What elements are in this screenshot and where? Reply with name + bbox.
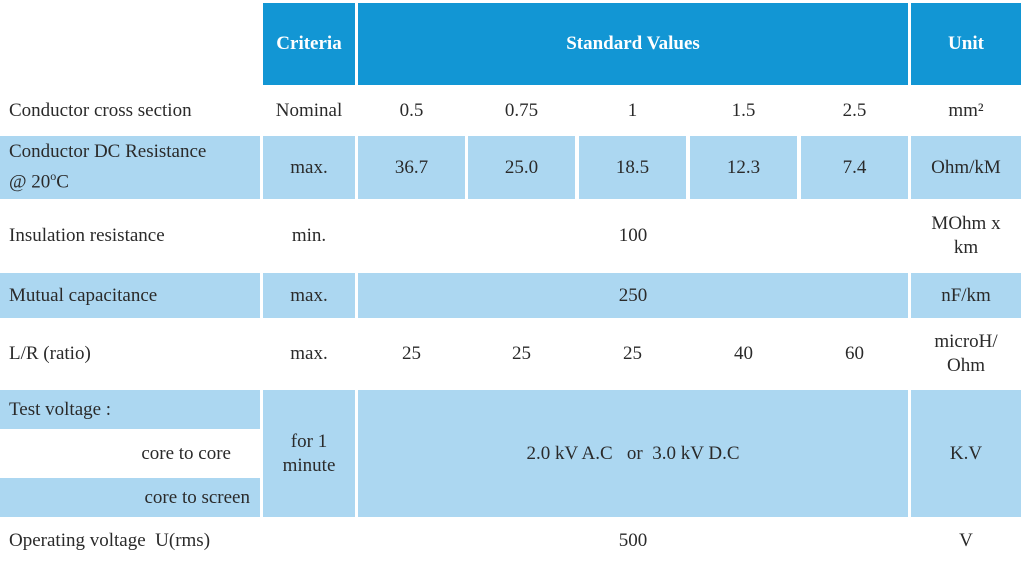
value-cross-section-1: 0.5 bbox=[399, 99, 424, 121]
value-insulation: 100 bbox=[618, 225, 648, 246]
criteria-insulation: min. bbox=[291, 225, 327, 246]
unit-insulation-line1: MOhm x bbox=[931, 213, 1001, 234]
value-lr-ratio-1: 25 bbox=[402, 342, 421, 364]
value-cross-section-5: 2.5 bbox=[842, 99, 867, 121]
value-cross-section-3: 1 bbox=[627, 99, 638, 121]
criteria-test-voltage-line1: for 1 bbox=[290, 430, 328, 452]
unit-dc-resistance: Ohm/kM bbox=[911, 136, 1021, 199]
unit-insulation: MOhm x km bbox=[911, 202, 1021, 270]
label-lr-ratio: L/R (ratio) bbox=[9, 342, 91, 364]
value-lr-ratio-3: 25 bbox=[623, 342, 642, 364]
value-cross-section-4: 1.5 bbox=[731, 99, 756, 121]
criteria-cross-section: Nominal bbox=[275, 99, 343, 121]
unit-test-voltage: K.V bbox=[911, 390, 1021, 517]
unit-insulation-line2: km bbox=[953, 237, 979, 258]
value-dc-resistance-3: 18.5 bbox=[579, 136, 686, 199]
label-operating-voltage: Operating voltage U(rms) bbox=[9, 530, 211, 551]
header-criteria: Criteria bbox=[263, 3, 355, 85]
value-cross-section-2: 0.75 bbox=[504, 99, 539, 121]
label-core-to-screen: core to screen bbox=[0, 478, 260, 517]
value-dc-resistance-2: 25.0 bbox=[468, 136, 575, 199]
unit-cross-section: mm² bbox=[948, 99, 984, 121]
unit-lr-ratio-line1: microH/ bbox=[934, 330, 998, 352]
criteria-lr-ratio: max. bbox=[290, 342, 328, 364]
value-lr-ratio-4: 40 bbox=[734, 342, 753, 364]
value-dc-resistance-4: 12.3 bbox=[690, 136, 797, 199]
header-standard-values: Standard Values bbox=[358, 3, 908, 85]
label-test-voltage: Test voltage : bbox=[0, 390, 260, 429]
label-cross-section: Conductor cross section bbox=[9, 99, 192, 121]
unit-operating-voltage: V bbox=[959, 530, 973, 551]
value-capacitance: 250 bbox=[358, 273, 908, 318]
value-lr-ratio-5: 60 bbox=[845, 342, 864, 364]
label-core-to-core: core to core bbox=[141, 442, 231, 464]
value-dc-resistance-5: 7.4 bbox=[801, 136, 908, 199]
label-dc-resistance: Conductor DC Resistance @ 20oC bbox=[0, 136, 260, 199]
label-insulation: Insulation resistance bbox=[9, 225, 165, 246]
value-test-voltage: 2.0 kV A.C or 3.0 kV D.C bbox=[358, 390, 908, 517]
criteria-dc-resistance: max. bbox=[263, 136, 355, 199]
criteria-test-voltage: for 1 minute bbox=[263, 390, 355, 517]
unit-lr-ratio: microH/ Ohm bbox=[911, 321, 1021, 386]
header-unit: Unit bbox=[911, 3, 1021, 85]
value-lr-ratio-2: 25 bbox=[512, 342, 531, 364]
label-capacitance: Mutual capacitance bbox=[0, 273, 260, 318]
unit-lr-ratio-line2: Ohm bbox=[946, 354, 985, 376]
value-dc-resistance-1: 36.7 bbox=[358, 136, 465, 199]
label-dc-resistance-line1: Conductor DC Resistance bbox=[9, 141, 207, 163]
criteria-test-voltage-line2: minute bbox=[282, 454, 336, 476]
criteria-capacitance: max. bbox=[263, 273, 355, 318]
value-operating-voltage: 500 bbox=[618, 530, 648, 551]
unit-capacitance: nF/km bbox=[911, 273, 1021, 318]
label-dc-resistance-line2: @ 20oC bbox=[9, 169, 69, 193]
